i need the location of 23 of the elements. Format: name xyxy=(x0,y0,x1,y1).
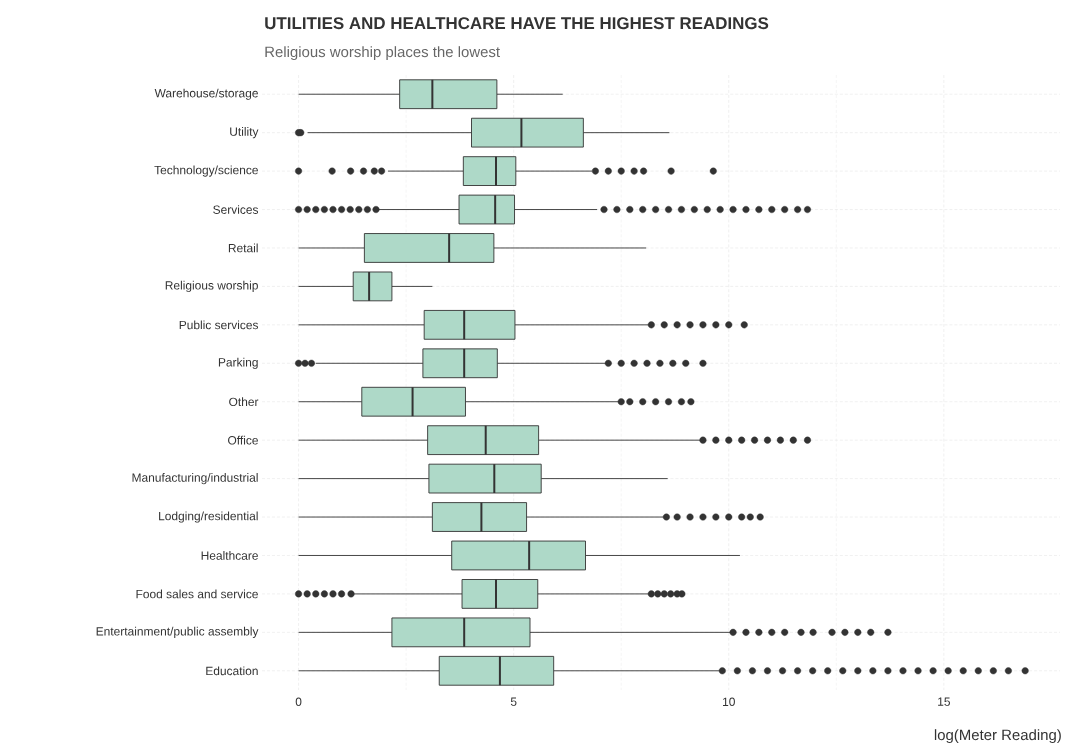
y-tick-label: Parking xyxy=(218,357,258,369)
x-tick-label: 0 xyxy=(295,697,302,706)
y-tick-label: Services xyxy=(213,205,259,214)
y-tick-label: Utility xyxy=(230,127,259,139)
y-tick-label: Food sales and service xyxy=(136,589,258,599)
x-tick-label: 5 xyxy=(510,697,517,706)
x-axis-title: log(Meter Reading) xyxy=(934,729,1061,744)
y-tick-label: Lodging/residential xyxy=(159,511,258,523)
y-tick-label: Religious worship xyxy=(165,280,258,292)
x-tick-label: 15 xyxy=(938,697,950,706)
y-tick-label: Healthcare xyxy=(201,551,258,560)
chart-title: UTILITIES AND HEALTHCARE HAVE THE HIGHEST READINGS xyxy=(265,17,769,30)
y-tick-label: Office xyxy=(228,435,258,445)
y-tick-label: Other xyxy=(229,397,259,407)
chart-subtitle: Religious worship places the lowest xyxy=(265,46,500,61)
y-tick-label: Warehouse/storage xyxy=(154,88,258,100)
y-tick-label: Education xyxy=(206,666,258,676)
y-tick-label: Manufacturing/industrial xyxy=(132,473,258,485)
y-tick-label: Technology/science xyxy=(154,165,258,177)
y-tick-label: Entertainment/public assembly xyxy=(96,626,259,638)
y-tick-label: Retail xyxy=(228,243,258,253)
y-tick-label: Public services xyxy=(179,320,259,330)
x-tick-label: 10 xyxy=(723,697,735,706)
